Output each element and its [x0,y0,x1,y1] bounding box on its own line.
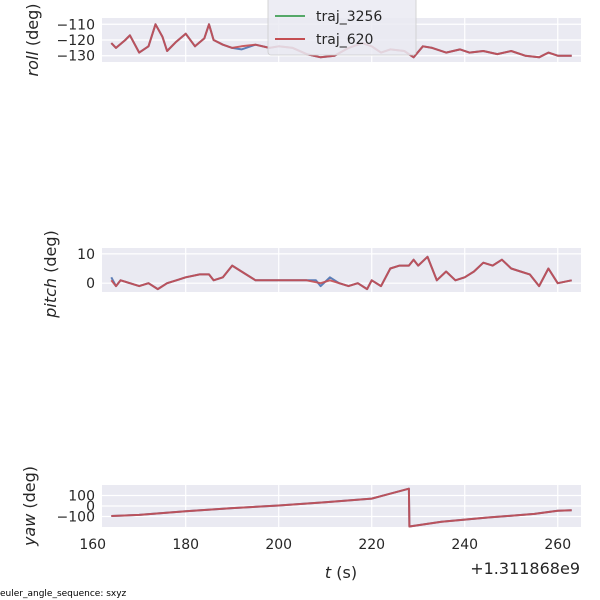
x-tick-label: 200 [265,537,292,553]
roll-ylabel: roll (deg) [23,4,42,77]
roll-ytick-label: −110 [57,17,95,33]
pitch-ylabel: pitch (deg) [41,230,60,319]
x-axis-label: t (s) [325,563,357,582]
footer-note: euler_angle_sequence: sxyz [0,589,127,599]
legend-box [267,0,417,56]
roll-ytick-label: −130 [57,49,95,65]
pitch-ytick-label: 0 [86,276,95,292]
legend: traj_3256 traj_620 [267,0,417,56]
x-tick-label: 180 [172,537,199,553]
yaw-ytick-label: 100 [68,489,95,505]
x-tick-label: 240 [451,537,478,553]
yaw-ytick-label: −100 [57,510,95,526]
legend-label-traj_620: traj_620 [316,32,373,48]
x-tick-label: 260 [544,537,571,553]
pitch-plot-area [102,248,581,292]
yaw-ytick-label: 0 [86,499,95,515]
yaw-series-traj_620 [111,487,572,528]
pitch-ytick-label: 10 [77,247,95,263]
pitch-axes: 10 0 pitch (deg) [41,230,581,319]
x-tick-label: 160 [79,537,106,553]
legend-label-traj_3256: traj_3256 [316,9,382,25]
pitch-series-traj_620 [110,255,572,291]
roll-ytick-label: −120 [57,33,95,49]
yaw-ylabel: yaw (deg) [20,466,39,547]
x-tick-label: 220 [358,537,385,553]
x-offset-text: +1.311868e9 [470,559,580,578]
